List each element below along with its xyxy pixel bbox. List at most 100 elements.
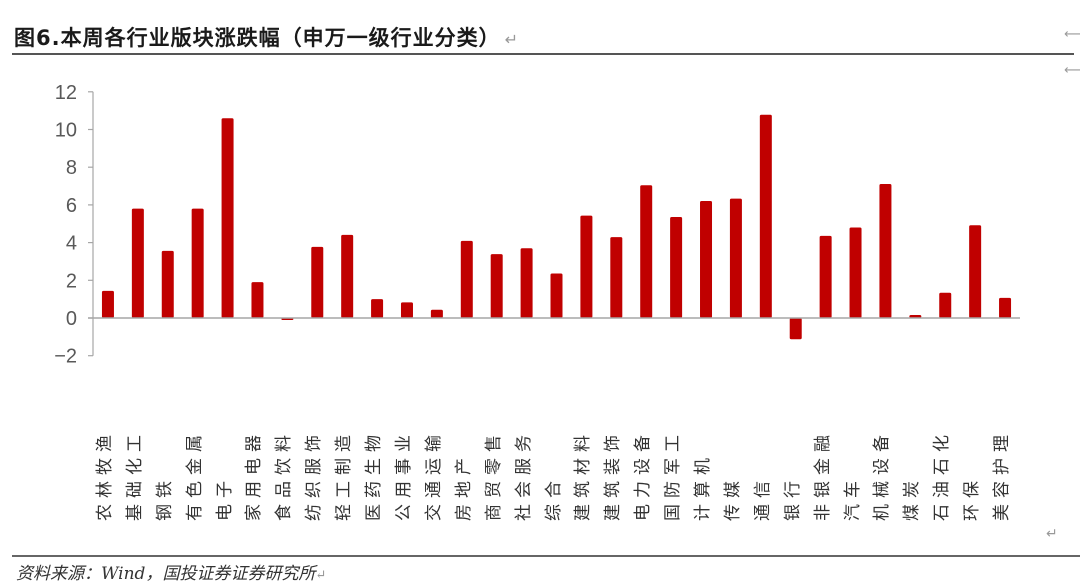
category-label: 合综 (543, 432, 568, 524)
category-label-char: 融 (812, 435, 833, 452)
category-label-char: 建 (603, 504, 624, 521)
category-label-char: 汽 (842, 504, 863, 521)
category-label-char: 服 (304, 458, 325, 475)
category-label-char: 国 (663, 504, 684, 521)
category-label: 理护容美 (992, 432, 1016, 524)
category-label: 行银 (783, 432, 807, 524)
category-label-char: 饮 (274, 458, 295, 475)
category-label: 售零贸商 (483, 432, 508, 524)
bar (789, 318, 802, 340)
category-label-char: 家 (244, 504, 265, 521)
category-label-char: 用 (393, 481, 414, 498)
category-label-char: 装 (603, 458, 624, 475)
category-label-char: 防 (663, 481, 684, 498)
category-label-char: 公 (393, 504, 414, 521)
category-label-char: 色 (184, 481, 205, 498)
bar-series (101, 114, 1012, 340)
category-label-char: 设 (633, 458, 654, 475)
category-label-char: 事 (393, 458, 414, 475)
bar (520, 248, 533, 318)
category-label: 车汽 (842, 432, 867, 524)
y-axis: 12 10 8 6 4 2 0 −2 (54, 82, 94, 368)
return-mark-icon: ⟵ (1064, 27, 1080, 42)
category-label-char: 械 (872, 481, 893, 498)
return-mark-icon: ↵ (504, 30, 519, 49)
category-label-char: 综 (543, 504, 564, 521)
category-label-char: 金 (812, 458, 833, 475)
category-label-char: 用 (244, 481, 265, 498)
category-label-char: 银 (812, 481, 833, 498)
y-tick-label: 4 (66, 233, 77, 255)
bar (939, 292, 952, 318)
category-label-char: 运 (423, 458, 444, 475)
category-label-char: 备 (872, 435, 893, 452)
category-label-char: 煤 (902, 504, 923, 521)
category-label-char: 食 (274, 504, 295, 521)
category-label-char: 纺 (304, 504, 325, 521)
category-label-char: 器 (244, 435, 265, 452)
category-label-char: 非 (812, 504, 833, 521)
category-label-char: 铁 (154, 481, 175, 498)
bar (700, 200, 713, 318)
category-label-char: 钢 (154, 504, 175, 521)
bar (161, 250, 174, 318)
category-label-char: 工 (124, 435, 145, 452)
bar (371, 299, 384, 318)
category-label-char: 房 (453, 504, 474, 521)
category-label-char: 商 (483, 504, 504, 521)
chart-title-text: 图6.本周各行业版块涨跌幅（申万一级行业分类） (14, 26, 501, 50)
category-label-char: 饰 (304, 435, 325, 452)
category-label-char: 林 (94, 481, 115, 498)
category-label-char: 工 (334, 481, 355, 498)
category-label-char: 地 (453, 481, 474, 498)
category-label-char: 备 (633, 435, 654, 452)
category-label-char: 护 (992, 458, 1013, 475)
category-label: 炭煤 (902, 432, 926, 524)
bar (341, 234, 354, 318)
category-label-char: 计 (693, 504, 714, 521)
bar (400, 302, 413, 318)
category-label-char: 轻 (334, 504, 355, 521)
top-rule (12, 53, 1074, 55)
category-label-char: 机 (872, 504, 893, 521)
category-label-char: 筑 (603, 481, 624, 498)
category-label-char: 贸 (483, 481, 504, 498)
category-label-char: 制 (334, 458, 355, 475)
category-label-char: 输 (423, 435, 444, 452)
category-label-char: 容 (992, 481, 1013, 498)
category-label: 属金色有 (184, 432, 209, 524)
bar (969, 225, 982, 318)
category-label: 子电 (214, 432, 239, 524)
source-text: 资料来源：Wind，国投证券证券研究所 (16, 564, 316, 584)
category-label-char: 信 (752, 481, 773, 498)
category-label-char: 基 (124, 504, 145, 521)
category-label: 信通 (752, 432, 777, 524)
bar (490, 254, 503, 318)
category-label-char: 工 (663, 435, 684, 452)
category-label-char: 交 (423, 504, 444, 521)
bar (879, 183, 892, 318)
category-label-char: 力 (633, 481, 654, 498)
category-label-char: 理 (992, 435, 1013, 452)
category-label-char: 车 (842, 481, 863, 498)
bar (670, 216, 683, 318)
bar (849, 227, 862, 318)
category-label-char: 售 (483, 435, 504, 452)
category-label-char: 电 (214, 504, 235, 521)
category-label-char: 材 (573, 458, 594, 475)
return-mark-icon: ↵ (315, 568, 327, 583)
category-label-char: 子 (214, 481, 235, 498)
category-label: 铁钢 (154, 432, 179, 524)
category-label-char: 料 (274, 435, 295, 452)
bar (999, 297, 1012, 318)
bottom-rule (12, 555, 1080, 557)
y-tick-label: 2 (66, 270, 77, 292)
category-label-char: 织 (304, 481, 325, 498)
category-label-char: 有 (184, 504, 205, 521)
category-label-char: 础 (124, 481, 145, 498)
category-label-char: 美 (992, 504, 1013, 521)
bar (131, 208, 144, 318)
y-tick-label: 0 (66, 308, 77, 330)
category-label: 渔牧林农 (94, 432, 119, 524)
bar (460, 240, 473, 318)
